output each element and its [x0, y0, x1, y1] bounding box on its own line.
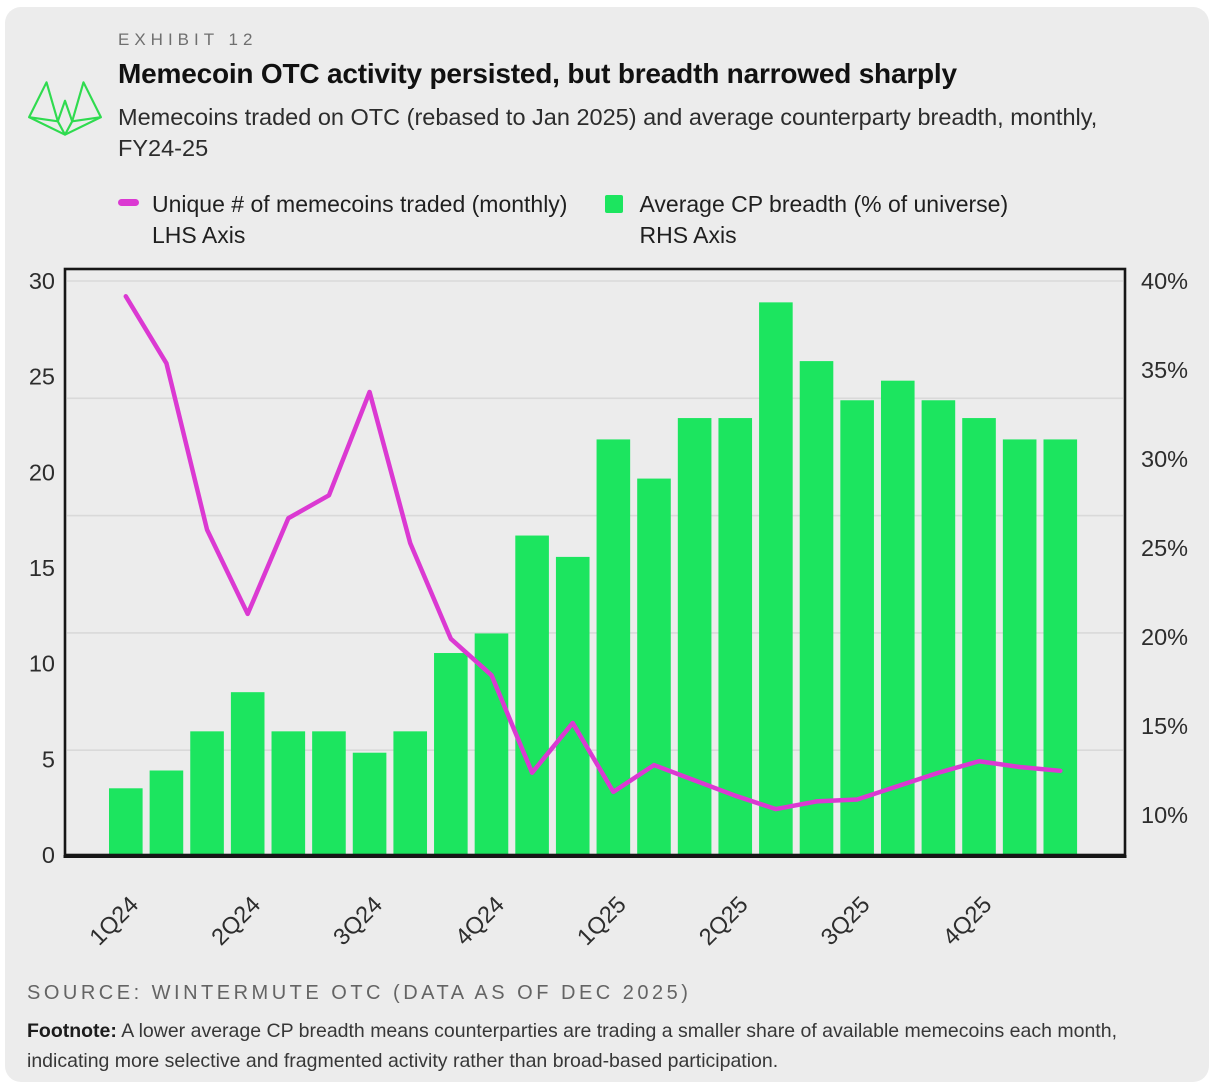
- legend-item-label: Unique # of memecoins traded (monthly): [152, 191, 568, 217]
- footnote-label: Footnote:: [27, 1020, 117, 1042]
- lhs-tick-label: 5: [42, 746, 55, 772]
- line-series-marker-icon: [118, 199, 139, 206]
- bar-month-23: [1002, 439, 1037, 855]
- legend-item-axis: LHS Axis: [152, 222, 246, 248]
- bar-month-18: [799, 361, 834, 855]
- legend-item-axis: RHS Axis: [639, 222, 737, 248]
- rhs-tick-label: 30%: [1141, 446, 1188, 472]
- legend-item-line-series: Unique # of memecoins traded (monthly) L…: [118, 189, 567, 251]
- lhs-tick-label: 30: [29, 268, 55, 294]
- bar-month-14: [637, 478, 671, 855]
- bar-month-8: [393, 731, 428, 855]
- bar-month-6: [312, 731, 346, 855]
- bar-month-2: [149, 770, 184, 855]
- lhs-tick-label: 20: [29, 459, 55, 485]
- rhs-tick-label: 20%: [1141, 624, 1188, 650]
- bar-month-3: [190, 731, 224, 855]
- lhs-tick-label: 25: [29, 364, 55, 390]
- x-tick-label: 3Q24: [328, 891, 387, 950]
- footnote: Footnote: A lower average CP breadth mea…: [27, 1016, 1195, 1076]
- bar-month-15: [677, 418, 712, 855]
- x-tick-label: 4Q24: [450, 891, 509, 950]
- bar-month-12: [555, 556, 590, 855]
- rhs-tick-label: 15%: [1141, 713, 1188, 739]
- page-title: Memecoin OTC activity persisted, but bre…: [118, 58, 957, 89]
- footnote-text: A lower average CP breadth means counter…: [27, 1020, 1117, 1072]
- source-line: SOURCE: WINTERMUTE OTC (DATA AS OF DEC 2…: [27, 982, 692, 1004]
- x-tick-label: 2Q25: [694, 891, 753, 950]
- rhs-tick-label: 40%: [1141, 268, 1188, 294]
- bar-month-20: [880, 380, 915, 855]
- exhibit-label: EXHIBIT 12: [118, 30, 258, 49]
- bar-month-4: [230, 692, 265, 855]
- bar-month-10: [474, 633, 509, 855]
- rhs-tick-label: 25%: [1141, 535, 1188, 561]
- bar-month-1: [109, 788, 143, 855]
- x-tick-label: 1Q24: [84, 891, 143, 950]
- x-tick-label: 2Q24: [206, 891, 265, 950]
- lhs-tick-label: 15: [29, 555, 55, 581]
- legend-item-label: Average CP breadth (% of universe): [639, 191, 1009, 217]
- bar-month-24: [1043, 439, 1078, 855]
- x-tick-label: 1Q25: [572, 891, 631, 950]
- bar-month-22: [962, 418, 996, 855]
- rhs-tick-label: 10%: [1141, 802, 1188, 828]
- lhs-tick-label: 0: [42, 842, 55, 868]
- lhs-tick-label: 10: [29, 651, 55, 677]
- wintermute-logo-icon: [28, 81, 102, 136]
- x-tick-label: 3Q25: [816, 891, 875, 950]
- x-tick-label: 4Q25: [938, 891, 997, 950]
- page-subtitle: Memecoins traded on OTC (rebased to Jan …: [118, 104, 1098, 161]
- bar-month-16: [718, 418, 753, 855]
- chart-legend: Unique # of memecoins traded (monthly) L…: [118, 189, 1008, 251]
- bar-month-11: [515, 535, 549, 855]
- bar-month-19: [840, 400, 874, 855]
- bar-month-5: [271, 731, 306, 855]
- bar-month-21: [921, 400, 956, 855]
- bar-month-7: [352, 752, 387, 855]
- trend-line: [123, 294, 1063, 812]
- bar-month-17: [759, 302, 793, 855]
- rhs-tick-label: 35%: [1141, 357, 1188, 383]
- bar-month-9: [434, 653, 468, 855]
- legend-item-bar-series: Average CP breadth (% of universe) RHS A…: [605, 189, 1008, 251]
- bar-series-marker-icon: [605, 195, 624, 213]
